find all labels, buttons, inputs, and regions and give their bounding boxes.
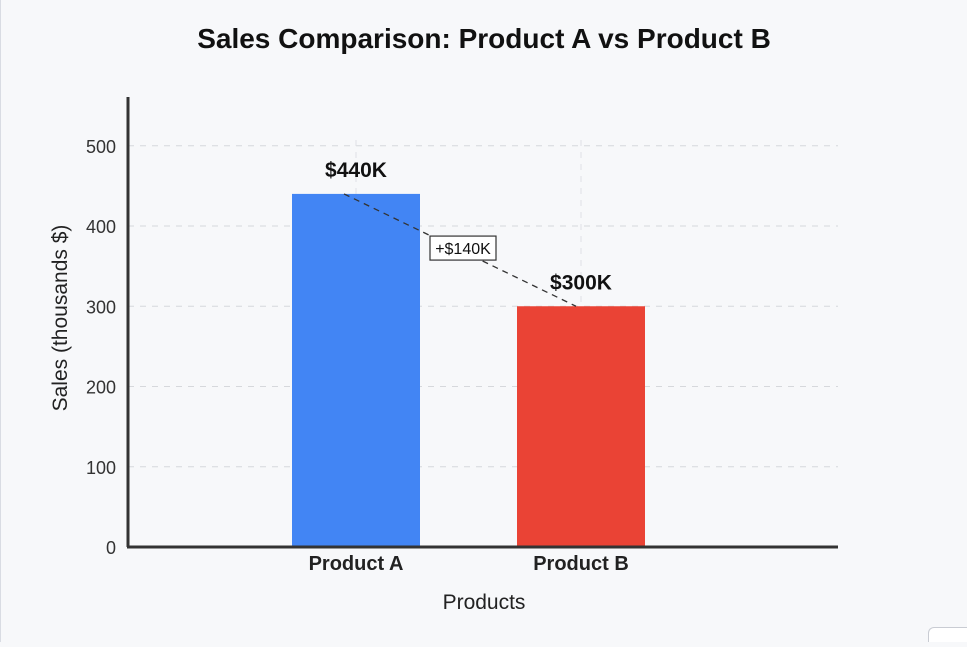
difference-annotation: +$140K <box>343 193 577 307</box>
axes <box>126 97 838 549</box>
x-tick-label-1: Product B <box>533 553 629 575</box>
y-tick-label-400: 400 <box>86 217 116 237</box>
y-tick-label-200: 200 <box>86 378 116 398</box>
chart-title: Sales Comparison: Product A vs Product B <box>197 23 771 54</box>
bar-product-b <box>517 306 645 547</box>
difference-label-box <box>429 235 497 261</box>
x-tick-labels: Product A Product B <box>309 553 629 575</box>
bar-product-a <box>292 193 420 547</box>
value-label-1: $300K <box>550 271 612 294</box>
value-labels: $440K $300K <box>325 159 612 294</box>
difference-connector-line <box>343 193 577 307</box>
y-tick-label-500: 500 <box>86 137 116 157</box>
x-axis-label: Products <box>443 591 526 614</box>
y-axis-label: Sales (thousands $) <box>49 225 72 412</box>
y-tick-label-300: 300 <box>86 297 116 317</box>
grid-lines <box>128 140 838 547</box>
y-tick-labels: 0 100 200 300 400 500 <box>86 137 116 558</box>
corner-handle <box>928 627 967 642</box>
value-label-0: $440K <box>325 159 387 182</box>
y-tick-label-0: 0 <box>106 538 116 558</box>
bars <box>292 193 645 547</box>
x-tick-label-0: Product A <box>309 553 404 575</box>
y-tick-label-100: 100 <box>86 458 116 478</box>
difference-label: +$140K <box>435 241 491 258</box>
